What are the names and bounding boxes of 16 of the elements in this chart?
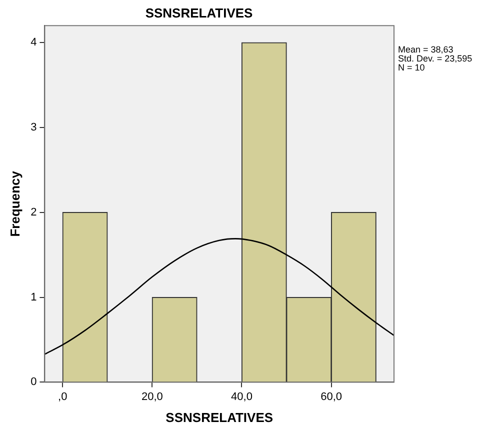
line-series <box>44 238 394 355</box>
text: Mean = 38,63 <box>398 44 454 55</box>
x-tick-label: 60,0 <box>320 390 342 403</box>
y-tick-label: 2 <box>30 206 37 218</box>
y-tick-label: 1 <box>30 291 37 304</box>
x-tick-label: 20,0 <box>141 390 163 403</box>
text: Std. Dev. = 23,595 <box>398 54 472 64</box>
y-tick-label: 0 <box>30 376 37 388</box>
chart-title: SSNSRELATIVES <box>145 5 254 20</box>
y-axis-title: Frequency <box>7 170 22 237</box>
x-tick-label: ,0 <box>58 390 68 403</box>
y-tick-label: 4 <box>30 36 37 49</box>
x-axis-title: SSNSRELATIVES <box>166 410 274 425</box>
x-tick-label: 40,0 <box>231 390 252 403</box>
text: N = 10 <box>398 62 425 73</box>
y-tick-label: 3 <box>30 122 37 134</box>
